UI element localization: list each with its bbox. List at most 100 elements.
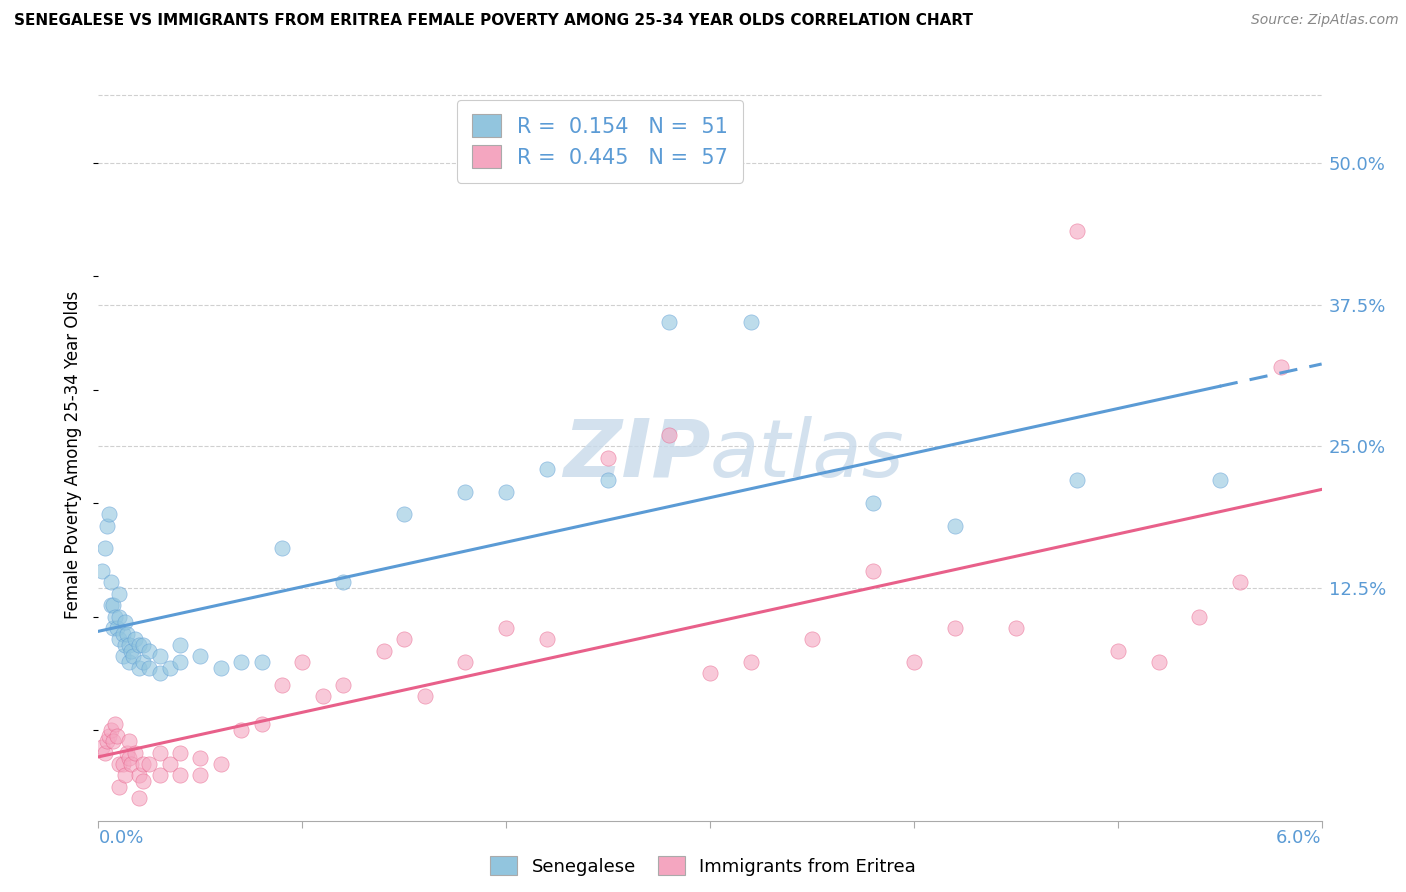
Point xyxy=(149,666,172,681)
Point xyxy=(231,655,253,669)
Point xyxy=(105,621,128,635)
Point xyxy=(114,638,136,652)
Point xyxy=(250,655,273,669)
Point xyxy=(111,756,134,771)
Point xyxy=(111,649,134,664)
Point xyxy=(124,632,146,647)
Text: 0.0%: 0.0% xyxy=(98,829,143,847)
Text: Source: ZipAtlas.com: Source: ZipAtlas.com xyxy=(1251,13,1399,28)
Point xyxy=(96,734,118,748)
Point xyxy=(118,655,141,669)
Point xyxy=(332,677,354,691)
Point xyxy=(1229,575,1251,590)
Point xyxy=(114,615,136,630)
Point xyxy=(108,609,131,624)
Text: 6.0%: 6.0% xyxy=(1277,829,1322,847)
Point xyxy=(1107,643,1129,657)
Point xyxy=(138,643,160,657)
Point xyxy=(97,508,120,522)
Point xyxy=(169,768,191,782)
Point xyxy=(495,484,517,499)
Point xyxy=(699,666,721,681)
Point xyxy=(413,689,436,703)
Point xyxy=(138,756,160,771)
Point xyxy=(454,655,477,669)
Point xyxy=(100,598,122,612)
Point xyxy=(1270,359,1292,374)
Point xyxy=(801,632,824,647)
Point xyxy=(373,643,395,657)
Point xyxy=(209,756,232,771)
Point xyxy=(128,660,150,674)
Text: SENEGALESE VS IMMIGRANTS FROM ERITREA FEMALE POVERTY AMONG 25-34 YEAR OLDS CORRE: SENEGALESE VS IMMIGRANTS FROM ERITREA FE… xyxy=(14,13,973,29)
Point xyxy=(138,660,160,674)
Point xyxy=(270,677,292,691)
Point xyxy=(122,649,145,664)
Point xyxy=(159,660,181,674)
Point xyxy=(118,751,141,765)
Point xyxy=(115,746,138,760)
Legend: R =  0.154   N =  51, R =  0.445   N =  57: R = 0.154 N = 51, R = 0.445 N = 57 xyxy=(457,100,742,183)
Point xyxy=(132,655,155,669)
Point xyxy=(598,450,620,465)
Point xyxy=(740,315,762,329)
Point xyxy=(291,655,314,669)
Point xyxy=(114,768,136,782)
Point xyxy=(118,734,141,748)
Point xyxy=(128,791,150,805)
Point xyxy=(862,564,884,578)
Point xyxy=(332,575,354,590)
Point xyxy=(124,746,146,760)
Point xyxy=(862,496,884,510)
Text: atlas: atlas xyxy=(710,416,905,494)
Text: ZIP: ZIP xyxy=(562,416,710,494)
Point xyxy=(93,746,115,760)
Point xyxy=(100,575,122,590)
Point xyxy=(132,774,155,789)
Point xyxy=(104,717,127,731)
Point xyxy=(311,689,335,703)
Point xyxy=(104,609,127,624)
Point xyxy=(536,462,558,476)
Point xyxy=(1004,621,1026,635)
Point xyxy=(536,632,558,647)
Point xyxy=(658,428,681,442)
Point xyxy=(903,655,925,669)
Point xyxy=(188,751,212,765)
Point xyxy=(209,660,232,674)
Point xyxy=(250,717,273,731)
Point xyxy=(128,638,150,652)
Point xyxy=(1188,609,1211,624)
Point xyxy=(101,621,124,635)
Point xyxy=(108,587,131,601)
Point xyxy=(118,638,141,652)
Point xyxy=(598,474,620,488)
Point xyxy=(101,734,124,748)
Point xyxy=(108,756,131,771)
Point xyxy=(495,621,517,635)
Point xyxy=(93,541,115,556)
Point xyxy=(91,739,114,754)
Point xyxy=(149,649,172,664)
Y-axis label: Female Poverty Among 25-34 Year Olds: Female Poverty Among 25-34 Year Olds xyxy=(65,291,83,619)
Point xyxy=(120,643,142,657)
Point xyxy=(1147,655,1170,669)
Legend: Senegalese, Immigrants from Eritrea: Senegalese, Immigrants from Eritrea xyxy=(482,849,924,883)
Point xyxy=(188,768,212,782)
Point xyxy=(101,598,124,612)
Point xyxy=(943,518,966,533)
Point xyxy=(392,632,416,647)
Point xyxy=(149,746,172,760)
Point xyxy=(169,655,191,669)
Point xyxy=(231,723,253,737)
Point xyxy=(149,768,172,782)
Point xyxy=(97,729,120,743)
Point xyxy=(100,723,122,737)
Point xyxy=(96,518,118,533)
Point xyxy=(658,315,681,329)
Point xyxy=(454,484,477,499)
Point xyxy=(169,638,191,652)
Point xyxy=(120,756,142,771)
Point xyxy=(1208,474,1232,488)
Point xyxy=(392,508,416,522)
